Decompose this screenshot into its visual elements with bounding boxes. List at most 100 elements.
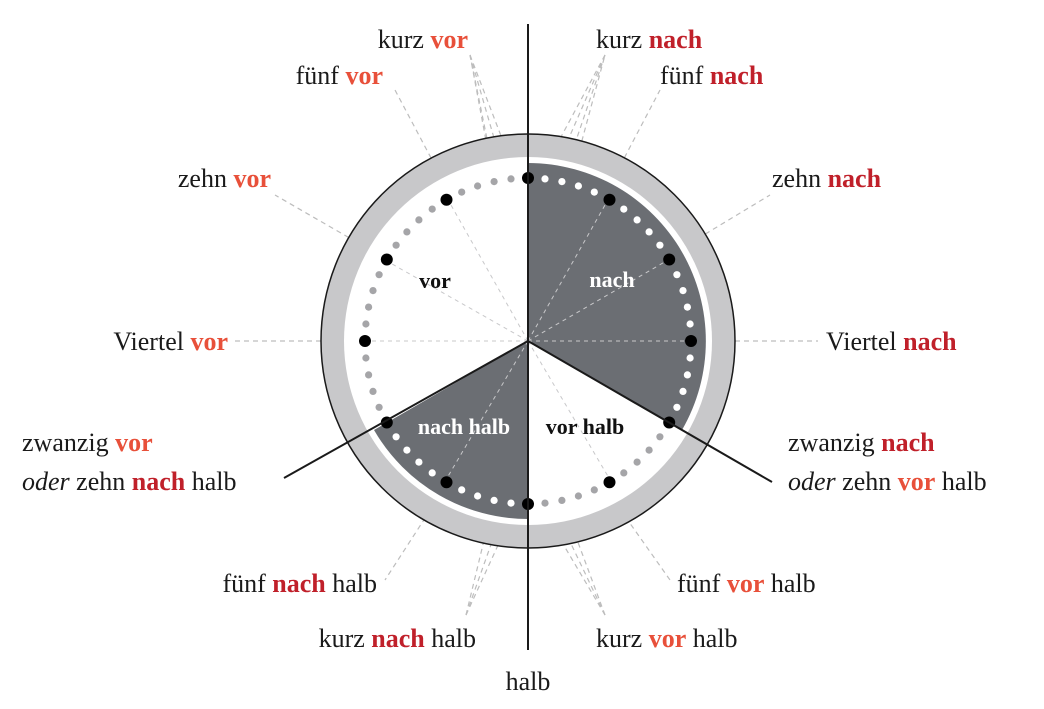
- sector-label-vor: vor: [419, 268, 451, 293]
- guide-line: [539, 54, 606, 177]
- minute-dot: [490, 496, 498, 504]
- minute-dot: [574, 492, 583, 500]
- label-text: zehn: [178, 164, 234, 193]
- minute-dot: [474, 182, 482, 190]
- sector-nach-shade: [528, 163, 706, 430]
- minute-dot: [403, 446, 411, 454]
- guide-line: [469, 54, 494, 179]
- minute-dot: [507, 499, 515, 507]
- minute-dot: [633, 458, 641, 466]
- label-halb: halb: [506, 667, 551, 696]
- minute-dot: [541, 499, 549, 507]
- label-text: kurz: [319, 624, 372, 653]
- label-text: halb: [764, 569, 815, 598]
- label-oder: oder: [788, 467, 837, 496]
- label-text: fünf: [296, 61, 346, 90]
- label-text: fünf: [222, 569, 272, 598]
- minute-dot: [656, 433, 664, 441]
- label-zehn-vor: zehn vor: [178, 164, 271, 193]
- minute-dot: [392, 433, 400, 441]
- label-kurz-nach: kurz nach: [596, 25, 703, 54]
- minute-dot: [620, 469, 628, 477]
- minute-dot: [633, 216, 641, 224]
- minute-dot: [590, 486, 598, 494]
- minute-dot: [365, 303, 373, 311]
- label-keyword: vor: [345, 61, 383, 90]
- label-text: halb: [425, 624, 476, 653]
- guide-line: [465, 504, 506, 616]
- label-kurz-nach-halb: kurz nach halb: [319, 624, 476, 653]
- inner-radial: [527, 197, 610, 342]
- label-zehn-nach: zehn nach: [772, 164, 882, 193]
- label-keyword: nach: [903, 327, 957, 356]
- label-keyword: vor: [115, 428, 153, 457]
- label-text: kurz: [596, 624, 649, 653]
- guide-line: [469, 54, 517, 176]
- minute-dot: [686, 320, 694, 328]
- label-keyword: vor: [649, 624, 687, 653]
- label-zwanzig-nach-alt: oder zehn vor halb: [788, 467, 987, 496]
- minute-dots: [362, 175, 694, 507]
- minute-dot: [620, 205, 628, 213]
- label-zwanzig-vor-alt: oder zehn nach halb: [22, 467, 237, 496]
- label-text: halb: [326, 569, 377, 598]
- minute-dot: [679, 387, 687, 395]
- label-oder: oder: [22, 467, 71, 496]
- label-text: fünf: [677, 569, 727, 598]
- label-text: Viertel: [826, 327, 903, 356]
- minute-dot: [558, 178, 566, 186]
- inner-radial: [384, 259, 529, 342]
- minute-dot: [507, 175, 515, 183]
- minute-dot: [458, 486, 466, 494]
- right-divider: [527, 340, 773, 483]
- minute-dot: [369, 387, 377, 395]
- minute-dot: [362, 354, 370, 362]
- hour-dot: [603, 193, 616, 206]
- label-fuenf-nach-halb: fünf nach halb: [222, 569, 377, 598]
- minute-dot: [686, 354, 694, 362]
- minute-dot: [590, 188, 598, 196]
- left-divider: [283, 340, 529, 479]
- hour-dot: [440, 193, 453, 206]
- minute-dot: [403, 228, 411, 236]
- label-fuenf-vor: fünf vor: [296, 61, 383, 90]
- hour-dot: [359, 335, 371, 347]
- label-keyword: nach: [371, 624, 425, 653]
- minute-dot: [656, 241, 664, 249]
- sector-nach-halb-shade: [374, 341, 528, 519]
- minute-dot: [458, 188, 466, 196]
- minute-dot: [415, 216, 423, 224]
- label-keyword: vor: [190, 327, 228, 356]
- label-keyword: nach: [132, 467, 186, 496]
- label-fuenf-nach: fünf nach: [660, 61, 764, 90]
- label-viertel-vor: Viertel vor: [113, 327, 228, 356]
- minute-dot: [369, 287, 377, 295]
- label-keyword: vor: [233, 164, 271, 193]
- inner-radial: [446, 340, 529, 479]
- sector-label-vor-halb: vor halb: [546, 414, 624, 439]
- label-keyword: vor: [898, 467, 936, 496]
- inner-radial: [446, 197, 529, 342]
- label-text: halb: [935, 467, 986, 496]
- label-keyword: nach: [272, 569, 326, 598]
- label-keyword: vor: [727, 569, 765, 598]
- minute-dot: [673, 403, 681, 411]
- label-text: halb: [185, 467, 236, 496]
- minute-dot: [428, 205, 436, 213]
- hour-dot: [603, 476, 616, 489]
- minute-dot: [365, 371, 373, 379]
- label-text: Viertel: [113, 327, 190, 356]
- label-kurz-vor: kurz vor: [378, 25, 468, 54]
- label-kurz-vor-halb: kurz vor halb: [596, 624, 738, 653]
- minute-dot: [679, 287, 687, 295]
- divider-lines: [283, 24, 773, 650]
- minute-dot: [362, 320, 370, 328]
- label-keyword: vor: [430, 25, 468, 54]
- label-text: kurz: [378, 25, 431, 54]
- inner-radial: [527, 259, 669, 342]
- label-text: zehn: [70, 467, 132, 496]
- hour-dot: [685, 335, 697, 347]
- label-keyword: nach: [828, 164, 882, 193]
- label-keyword: nach: [649, 25, 703, 54]
- inner-radials: [365, 197, 690, 479]
